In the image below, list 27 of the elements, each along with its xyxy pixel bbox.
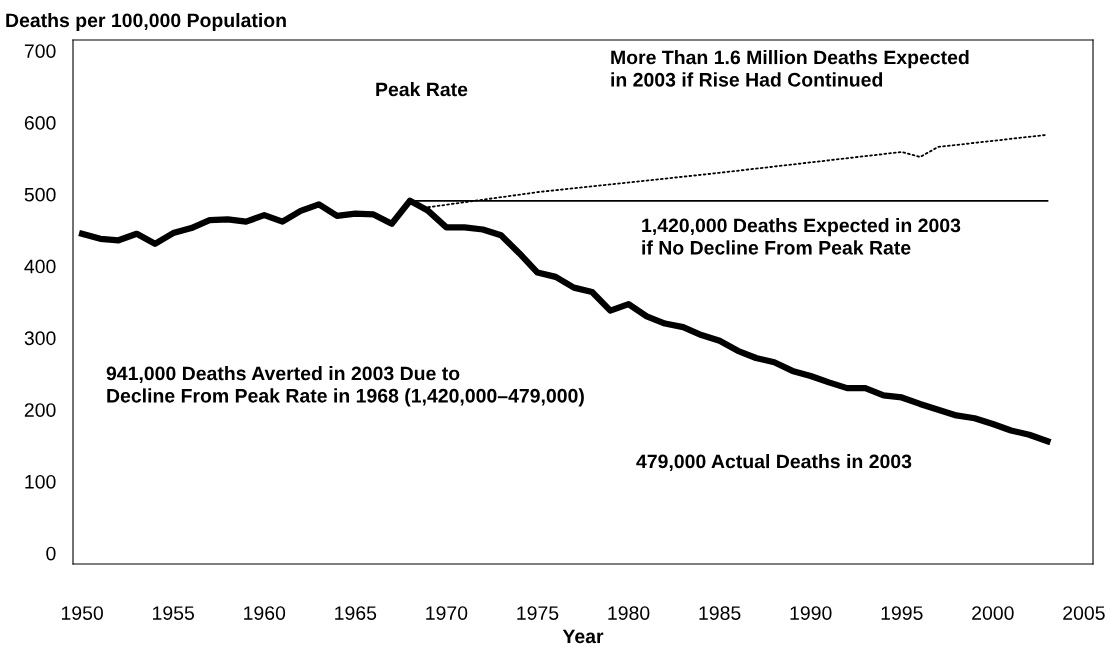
y-tick-label: 700 (24, 44, 56, 58)
y-tick-label: 400 (24, 259, 56, 274)
y-tick-label: 600 (24, 116, 56, 130)
x-axis-title: Year (562, 629, 604, 644)
y-tick-label: 200 (24, 403, 56, 417)
x-tick-label: 1960 (244, 606, 286, 620)
annotation: 1,420,000 Deaths Expected in 2003 if No Decline From Peak Rate (642, 218, 961, 255)
x-tick-label: 2000 (972, 606, 1014, 620)
x-tick-label: 1980 (608, 606, 650, 620)
x-tick-label: 1965 (335, 606, 377, 620)
annotation: Peak Rate (376, 82, 468, 97)
x-tick-label: 1975 (517, 606, 559, 620)
x-tick-label: 1995 (881, 606, 923, 620)
x-tick-label: 1950 (61, 606, 103, 620)
annotation: 941,000 Deaths Averted in 2003 Due to Decline From Peak Rate in 1968 (1,420,000–479,000) (106, 366, 584, 407)
x-tick-label: 2005 (1063, 606, 1105, 620)
chart-title: Deaths per 100,000 Population (6, 12, 286, 32)
y-tick-label: 0 (46, 546, 56, 561)
y-tick-label: 500 (24, 187, 56, 202)
annotation: More Than 1.6 Million Deaths Expected in 2003 if Rise Had Continued (611, 50, 969, 87)
x-tick-label: 1955 (153, 606, 194, 620)
x-tick-label: 1970 (426, 606, 468, 620)
annotation: 479,000 Actual Deaths in 2003 (636, 454, 912, 472)
y-tick-label: 100 (25, 474, 56, 489)
y-tick-label: 300 (24, 331, 56, 346)
x-tick-label: 1990 (790, 606, 832, 620)
x-tick-label: 1985 (699, 606, 741, 620)
